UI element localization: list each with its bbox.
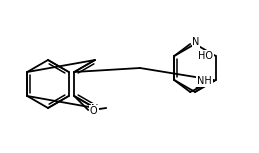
Text: NH: NH xyxy=(197,76,212,86)
Text: N: N xyxy=(91,104,99,114)
Text: O: O xyxy=(89,106,97,116)
Text: HO: HO xyxy=(198,51,213,61)
Text: N: N xyxy=(192,37,200,47)
